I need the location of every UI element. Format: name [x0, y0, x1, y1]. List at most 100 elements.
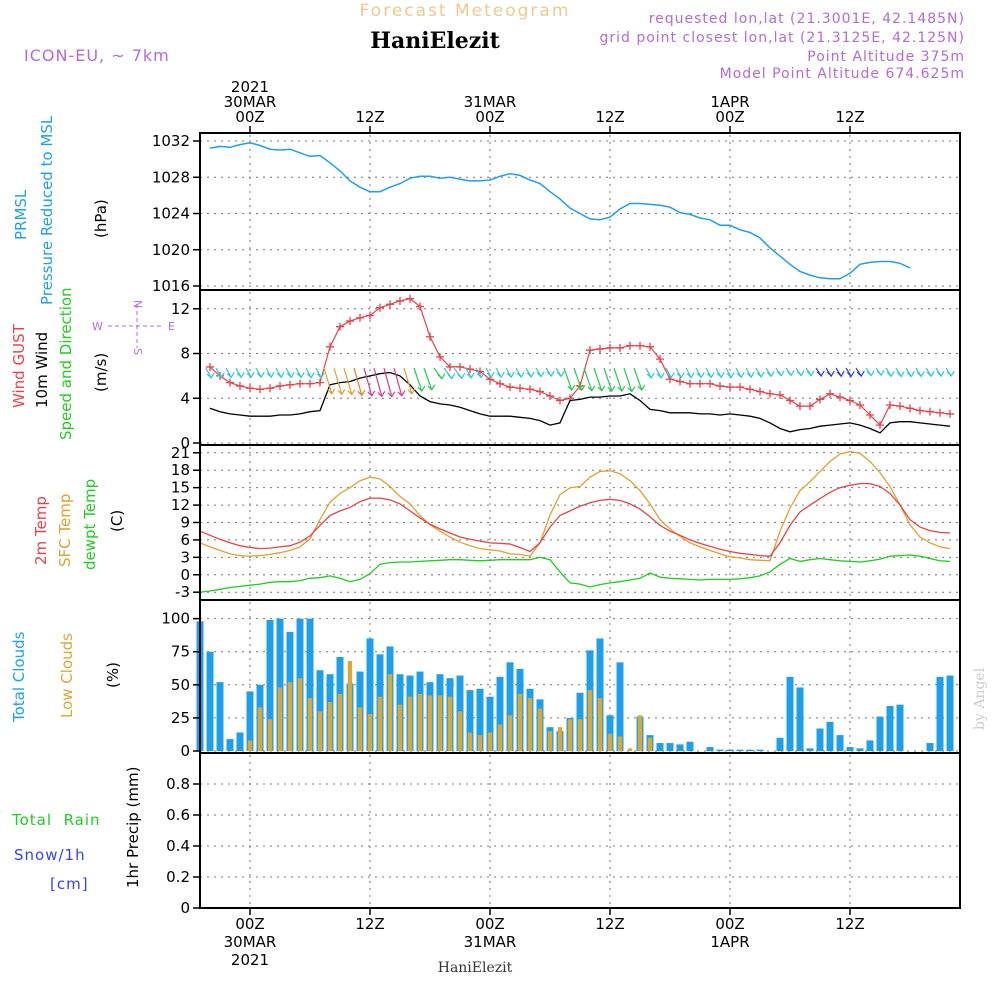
time-label-bottom: 30MAR: [224, 933, 277, 951]
gust-marker: [816, 395, 824, 404]
wind10-label: 10m Wind: [33, 332, 51, 408]
low-cloud-bar: [577, 719, 583, 751]
low-cloud-bar: [337, 694, 343, 751]
gust-marker: [906, 404, 914, 413]
wind-arrow: [633, 367, 643, 391]
wind-arrow-head: [476, 372, 485, 379]
gust-marker: [556, 396, 564, 405]
total-cloud-bar: [316, 670, 324, 751]
series-layer: [196, 142, 955, 751]
total-cloud-bar: [276, 618, 284, 751]
total-cloud-bar: [796, 687, 804, 751]
t2m-line: [199, 482, 951, 557]
total-cloud-bar: [266, 619, 274, 751]
wind-arrow-head: [337, 388, 346, 396]
wind-arrow-head: [776, 370, 785, 377]
gust-marker: [696, 379, 704, 388]
gust-marker: [856, 400, 864, 409]
wind-arrow: [393, 367, 403, 397]
gust-marker: [376, 303, 384, 312]
gust-marker: [316, 378, 324, 387]
point-altitude: Point Altitude 375m: [807, 49, 965, 65]
gust-marker: [346, 317, 354, 326]
total-cloud-bar: [616, 662, 624, 751]
axes-layer: 1016102010241028103204812-30369121518210…: [152, 126, 851, 917]
low-cloud-bar: [257, 707, 263, 751]
closest-coords: grid point closest lon,lat (21.3125E, 42…: [599, 30, 965, 46]
wind-arrow-head: [826, 370, 835, 378]
time-label-top: 30MAR: [224, 93, 277, 111]
time-label-bottom: 12Z: [595, 915, 624, 933]
watermark: by Angel: [972, 667, 988, 730]
wind-arrow: [323, 367, 333, 394]
gust-marker: [276, 381, 284, 390]
total-cloud-bar: [216, 682, 224, 751]
wind-arrow-head: [256, 371, 265, 379]
y-tick-label: 0: [180, 566, 190, 584]
gust-marker: [776, 390, 784, 399]
wind-arrow-head: [306, 372, 315, 379]
low-cloud-bar: [587, 690, 593, 751]
model-altitude: Model Point Altitude 674.625m: [720, 66, 965, 82]
y-tick-label: 0.8: [166, 775, 190, 793]
y-tick-label: 0.2: [166, 868, 190, 886]
y-tick-label: 6: [180, 531, 190, 549]
gust-marker: [936, 408, 944, 417]
gust-marker: [786, 396, 794, 405]
total-rain-label: Total Rain: [11, 811, 101, 829]
low-cloud-bar: [267, 719, 273, 751]
total-cloud-bar: [706, 747, 714, 751]
low-cloud-bar: [357, 707, 363, 751]
low-cloud-bar: [557, 727, 563, 751]
y-tick-label: 1016: [152, 277, 190, 295]
wind-arrow-head: [696, 372, 705, 379]
time-label-bottom: 31MAR: [464, 933, 517, 951]
gust-marker: [546, 392, 554, 401]
gust-marker: [596, 345, 604, 354]
gust-marker: [286, 380, 294, 389]
gust-marker: [416, 302, 424, 311]
wind-arrow-head: [746, 371, 755, 379]
gust-marker: [716, 381, 724, 390]
gust-marker: [446, 362, 454, 371]
wind-arrow-head: [447, 373, 456, 380]
y-tick-label: 1024: [152, 205, 190, 223]
wind-arrow-head: [676, 372, 685, 379]
gust-marker: [946, 409, 954, 418]
wind-arrow-head: [946, 370, 955, 377]
low-cloud-bar: [277, 687, 283, 751]
total-cloud-bar: [236, 732, 244, 751]
gust-marker: [726, 383, 734, 392]
pressure-msl-label: Pressure Reduced to MSL: [38, 115, 56, 305]
wind-arrow-head: [806, 370, 815, 377]
gust-marker: [396, 296, 404, 305]
gust-marker: [456, 362, 464, 371]
total-cloud-bar: [806, 748, 814, 751]
model-name: ICON-EU, ~ 7km: [24, 46, 170, 65]
low-cloud-bar: [487, 732, 493, 751]
time-label-bottom: 12Z: [835, 915, 864, 933]
wind-arrow-head: [496, 371, 505, 379]
wind-arrow-head: [327, 388, 336, 395]
wind-arrow: [343, 367, 353, 395]
total-cloud-bar: [786, 676, 794, 751]
total-cloud-bar: [666, 743, 674, 751]
wind-arrow-head: [466, 372, 475, 379]
wind-arrow: [403, 367, 413, 394]
time-label-top: 00Z: [475, 108, 504, 126]
total-cloud-bar: [756, 749, 764, 751]
y-tick-label: 18: [171, 461, 190, 479]
gust-marker: [226, 378, 234, 387]
low-cloud-bar: [407, 696, 413, 751]
total-cloud-bar: [246, 691, 254, 751]
wind-arrow-head: [716, 371, 725, 379]
sfc-temp-label: SFC Temp: [56, 494, 74, 567]
total-cloud-bar: [226, 739, 234, 751]
time-label-top: 12Z: [835, 108, 864, 126]
gust-marker: [656, 355, 664, 364]
wind-arrow: [563, 367, 573, 391]
